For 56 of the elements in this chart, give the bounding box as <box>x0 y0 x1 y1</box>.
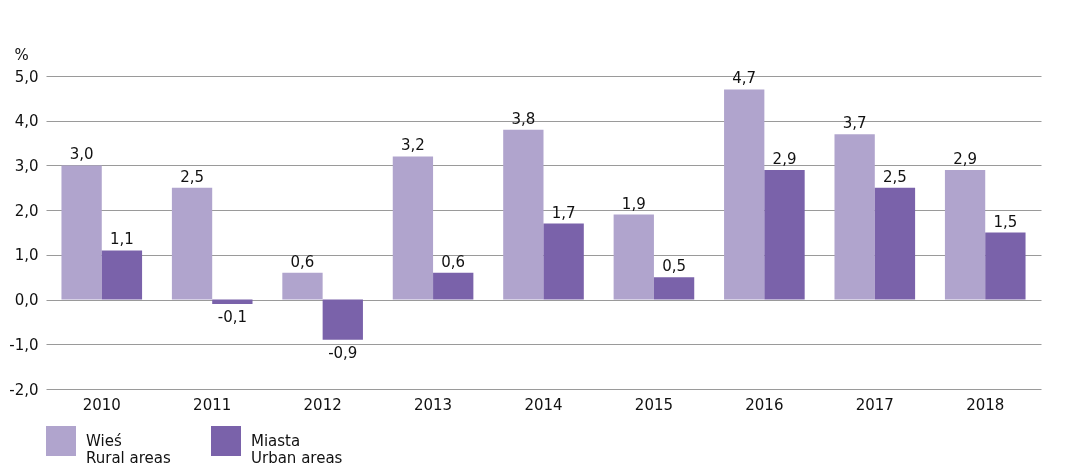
data-label: 4,7 <box>732 69 757 88</box>
bar <box>171 187 213 300</box>
y-tick-label: 2,0 <box>14 201 39 220</box>
y-tick-label: -2,0 <box>9 380 39 399</box>
data-label: 2,5 <box>883 167 907 186</box>
y-tick-label: 0,0 <box>14 291 39 310</box>
bar <box>282 272 323 300</box>
bar <box>392 156 434 300</box>
x-tick-label: 2018 <box>966 395 1005 414</box>
x-tick-label: 2010 <box>82 395 121 414</box>
bar <box>503 129 544 300</box>
y-axis-title: % <box>14 45 29 64</box>
data-label: -0,9 <box>328 343 358 362</box>
x-tick-label: 2016 <box>745 395 784 414</box>
y-tick-label: 3,0 <box>14 156 39 175</box>
data-label: 3,7 <box>842 114 867 133</box>
bar <box>764 169 805 300</box>
data-label: 1,7 <box>551 203 576 222</box>
x-tick-label: 2015 <box>634 395 674 414</box>
data-label: 0,5 <box>662 257 687 276</box>
y-tick-label: 4,0 <box>14 112 39 131</box>
data-label: 1,9 <box>621 194 646 213</box>
y-tick-label: -1,0 <box>9 335 39 354</box>
x-tick-label: 2017 <box>855 395 894 414</box>
bar <box>61 165 102 300</box>
x-tick-label: 2013 <box>413 395 453 414</box>
bar <box>433 272 474 300</box>
data-label: 0,6 <box>441 252 466 271</box>
data-label: 1,5 <box>993 212 1018 231</box>
legend-label: Miasta Urban areas <box>251 432 343 464</box>
x-tick-label: 2011 <box>193 395 232 414</box>
data-label: 2,5 <box>180 167 204 186</box>
bar <box>212 299 253 305</box>
legend-label: Wieś Rural areas <box>86 432 171 464</box>
bar <box>724 89 765 300</box>
data-label: -0,1 <box>217 308 247 327</box>
bar <box>653 277 695 300</box>
bar <box>985 232 1026 300</box>
bar <box>834 134 875 300</box>
x-tick-label: 2014 <box>524 395 563 414</box>
data-label: 3,8 <box>511 109 536 128</box>
bar <box>322 299 363 340</box>
data-label: 2,9 <box>953 149 978 168</box>
data-label: 0,6 <box>290 252 315 271</box>
data-label: 2,9 <box>772 149 797 168</box>
bar <box>874 187 916 300</box>
y-tick-label: 1,0 <box>14 246 39 265</box>
y-tick-label: 5,0 <box>14 67 39 86</box>
data-label: 3,2 <box>400 136 425 155</box>
bar <box>613 214 654 300</box>
data-label: 3,0 <box>69 145 94 164</box>
data-label: 1,1 <box>109 230 134 249</box>
bar <box>944 169 986 300</box>
bar <box>543 223 584 300</box>
bar <box>101 250 143 300</box>
x-tick-label: 2012 <box>303 395 342 414</box>
